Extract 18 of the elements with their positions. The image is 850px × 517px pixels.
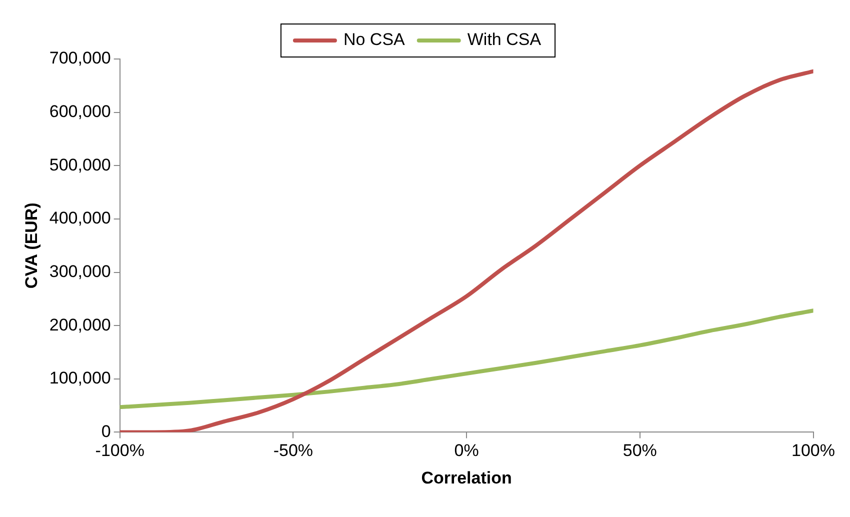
legend-label: With CSA <box>467 30 542 50</box>
x-axis-title: Correlation <box>421 468 512 488</box>
y-tick-label: 100,000 <box>49 368 111 388</box>
x-tick-label: -100% <box>95 441 144 460</box>
y-tick-label: 200,000 <box>49 315 111 334</box>
y-tick-label: 300,000 <box>49 262 111 281</box>
legend-label: No CSA <box>343 30 406 50</box>
y-tick-label: 0 <box>101 422 111 441</box>
x-tick-label: 50% <box>622 441 657 460</box>
y-tick-label: 600,000 <box>49 102 111 121</box>
y-tick-label: 700,000 <box>49 48 111 68</box>
line-series <box>120 308 814 410</box>
x-tick-label: -50% <box>273 441 314 460</box>
y-tick-label: 500,000 <box>49 155 111 174</box>
x-tick-label: 100% <box>792 441 835 460</box>
y-axis-title: CVA (EUR) <box>22 202 41 289</box>
x-tick-label: 0% <box>454 441 479 460</box>
y-tick-label: 400,000 <box>49 208 111 228</box>
